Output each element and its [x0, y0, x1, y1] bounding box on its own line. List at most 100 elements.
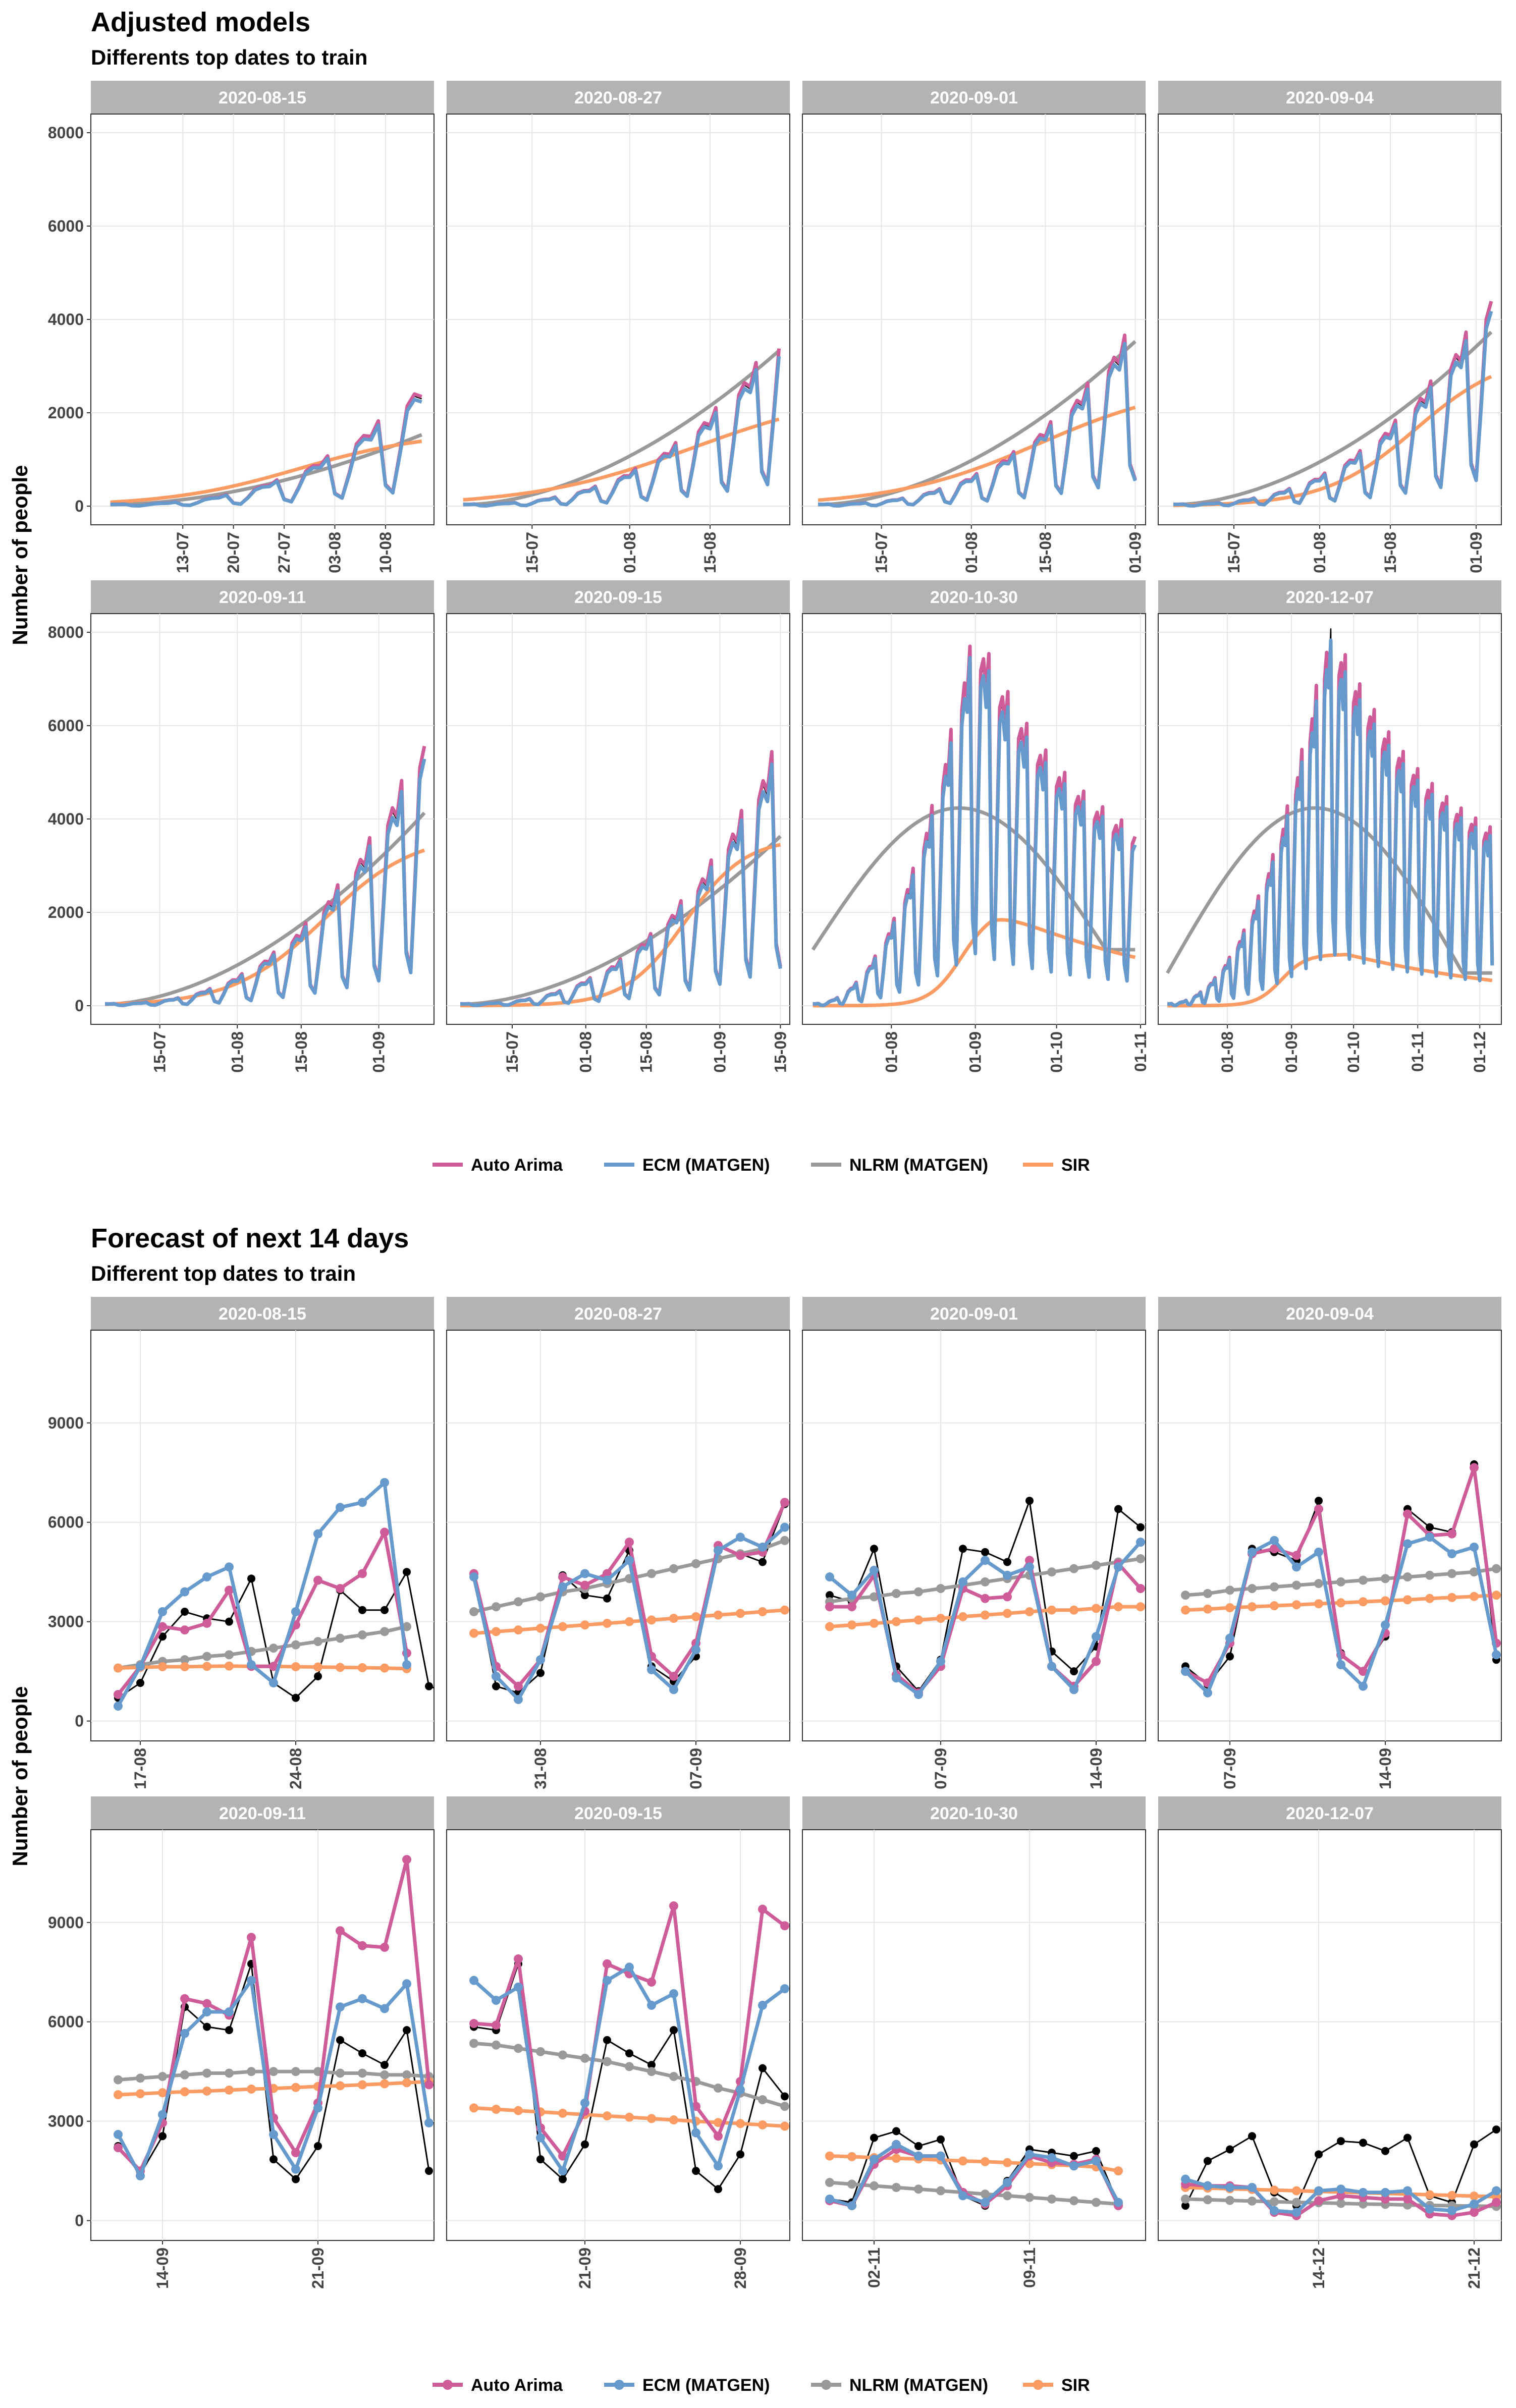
- point-nlrm: [514, 2044, 523, 2053]
- legend-item-auto_arima: Auto Arima: [432, 2376, 563, 2395]
- point-ecm: [1270, 2206, 1279, 2215]
- point-sir: [291, 2083, 300, 2092]
- point-observed: [536, 1669, 545, 1677]
- point-ecm: [247, 1660, 256, 1670]
- point-nlrm: [914, 1587, 923, 1597]
- y-tick-label: 0: [75, 2212, 84, 2230]
- point-observed: [1204, 2157, 1212, 2165]
- strip-background: [91, 1796, 434, 1830]
- x-tick-label: 09-11: [1020, 2248, 1039, 2288]
- point-nlrm: [1336, 1577, 1345, 1586]
- strip-label: 2020-08-27: [574, 88, 662, 107]
- panel-2020-09-04: 2020-09-04 07-09 14-09: [1158, 1297, 1502, 1789]
- point-observed: [1492, 2125, 1500, 2134]
- point-sir: [336, 2081, 345, 2091]
- x-tick-label: 14-09: [1087, 1748, 1105, 1789]
- point-sir: [380, 2079, 389, 2089]
- x-tick-label: 07-09: [932, 1748, 950, 1789]
- point-sir: [870, 1618, 879, 1628]
- panel-2020-09-15: 2020-09-15 21-09 28-09: [446, 1796, 790, 2289]
- point-nlrm: [870, 1592, 879, 1602]
- point-arima: [1403, 2194, 1412, 2204]
- point-nlrm: [1092, 2198, 1101, 2207]
- point-ecm: [469, 1976, 478, 1985]
- point-ecm: [580, 2098, 589, 2108]
- point-ecm: [1003, 2178, 1012, 2187]
- point-ecm: [313, 1529, 322, 1539]
- point-ecm: [558, 1582, 567, 1592]
- series-line-nlrm: [463, 349, 780, 507]
- point-ecm: [1447, 1549, 1456, 1559]
- point-ecm: [625, 1962, 634, 1972]
- point-arima: [380, 1527, 389, 1537]
- x-tick-label: 01-08: [228, 1031, 246, 1073]
- point-sir: [225, 2085, 234, 2095]
- point-arima: [580, 1580, 589, 1590]
- point-ecm: [247, 1976, 256, 1985]
- legend-label: Auto Arima: [471, 1156, 563, 1175]
- point-observed: [670, 2026, 678, 2035]
- point-sir: [1136, 1602, 1145, 1612]
- panel-2020-12-07: 2020-12-07 01-08 01-09 01-10 01-11 01-12: [1158, 580, 1502, 1073]
- point-ecm: [380, 1477, 389, 1487]
- point-arima: [114, 2143, 123, 2153]
- point-ecm: [114, 2129, 123, 2139]
- point-sir: [291, 1662, 300, 1671]
- point-nlrm: [1492, 1564, 1501, 1573]
- point-ecm: [669, 1685, 678, 1694]
- point-nlrm: [336, 2068, 345, 2078]
- strip-label: 2020-09-15: [574, 1804, 662, 1823]
- point-sir: [225, 1661, 234, 1671]
- x-tick-label: 03-08: [326, 532, 344, 573]
- y-tick-label: 0: [75, 997, 84, 1015]
- point-observed: [425, 2167, 433, 2175]
- x-tick-label: 17-08: [131, 1748, 149, 1789]
- point-observed: [981, 1548, 989, 1556]
- point-sir: [892, 1617, 901, 1626]
- point-sir: [1470, 1592, 1479, 1601]
- point-sir: [1114, 1602, 1123, 1612]
- point-sir: [202, 1662, 211, 1671]
- section-1-legend: Auto Arima ECM (MATGEN) NLRM (MATGEN) SIR: [432, 1156, 1090, 1175]
- series-group: [460, 750, 782, 1008]
- point-nlrm: [981, 2190, 990, 2199]
- series-line-ecm: [460, 762, 782, 1007]
- point-ecm: [958, 2191, 967, 2201]
- point-ecm: [1359, 1681, 1368, 1691]
- point-ecm: [1248, 1547, 1257, 1557]
- point-ecm: [691, 2128, 700, 2138]
- point-sir: [1114, 2166, 1123, 2176]
- point-sir: [1425, 2190, 1434, 2200]
- strip-background: [91, 580, 434, 614]
- x-tick-label: 21-09: [576, 2248, 594, 2289]
- x-tick-label: 14-12: [1310, 2248, 1328, 2289]
- point-arima: [825, 1602, 834, 1612]
- point-sir: [1248, 1602, 1257, 1612]
- legend-label: NLRM (MATGEN): [849, 2376, 988, 2395]
- x-tick-label: 01-08: [962, 532, 981, 573]
- point-observed: [870, 2133, 878, 2142]
- point-arima: [1336, 2191, 1345, 2201]
- x-tick-label: 27-07: [275, 532, 293, 573]
- series-group: [110, 392, 422, 508]
- point-observed: [1426, 1523, 1434, 1531]
- point-ecm: [1092, 1632, 1101, 1641]
- x-tick-label: 01-12: [1471, 1031, 1489, 1073]
- point-sir: [1003, 1609, 1012, 1618]
- point-ecm: [1203, 2181, 1212, 2191]
- point-nlrm: [202, 1652, 211, 1661]
- point-arima: [514, 1681, 523, 1691]
- point-ecm: [1425, 2204, 1434, 2214]
- point-ecm: [1381, 1620, 1390, 1630]
- point-arima: [313, 1575, 322, 1585]
- x-tick-label: 14-09: [153, 2248, 172, 2289]
- panel-2020-09-01: 2020-09-01 07-09 14-09: [802, 1297, 1146, 1789]
- point-nlrm: [1181, 2194, 1190, 2204]
- legend-label: Auto Arima: [471, 2376, 563, 2395]
- point-ecm: [1003, 1570, 1012, 1580]
- strip-label: 2020-09-11: [219, 588, 306, 607]
- strip-label: 2020-12-07: [1286, 1804, 1374, 1823]
- point-ecm: [225, 2007, 234, 2017]
- point-arima: [1314, 1504, 1323, 1514]
